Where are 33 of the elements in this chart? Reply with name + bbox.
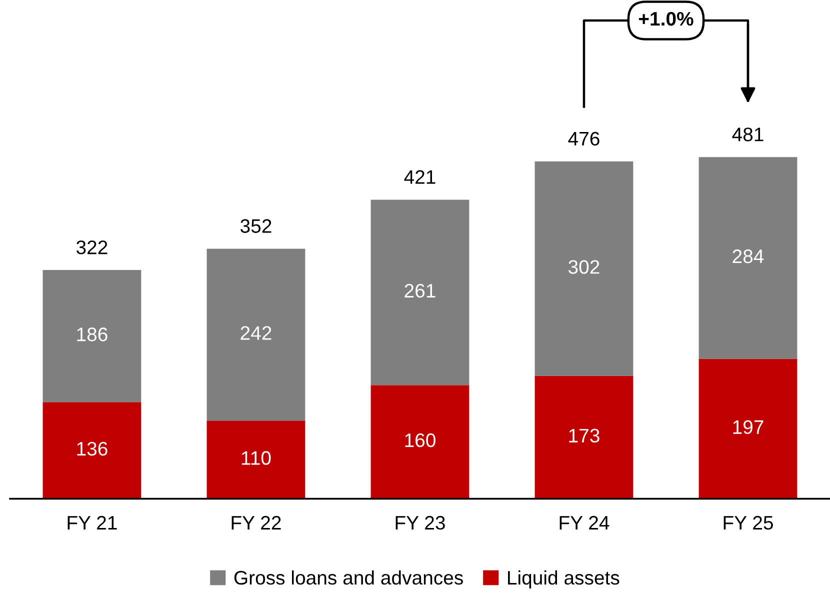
legend-label: Liquid assets <box>508 570 620 588</box>
bar <box>42 402 142 499</box>
x-tick-label: FY 21 <box>68 516 117 530</box>
total-label: 476 <box>568 132 600 146</box>
bar <box>42 270 142 402</box>
data-label: 160 <box>405 433 436 448</box>
data-label: 136 <box>77 442 108 456</box>
data-label: 110 <box>242 451 271 465</box>
data-label: 173 <box>569 428 600 443</box>
text: +1.0% <box>638 12 694 26</box>
data-label: 302 <box>568 260 600 274</box>
bar <box>370 200 470 386</box>
x-tick-label: FY 23 <box>396 516 445 530</box>
bar <box>370 385 470 499</box>
data-label: 197 <box>733 420 764 434</box>
bar <box>698 157 798 359</box>
x-tick-label: FY 22 <box>232 516 281 530</box>
total-label: 481 <box>732 128 764 142</box>
bar <box>534 376 634 499</box>
data-label: 284 <box>732 249 764 264</box>
bar <box>698 358 798 499</box>
data-label: 261 <box>404 284 436 298</box>
bar <box>206 420 306 499</box>
data-label: 186 <box>77 328 108 342</box>
legend-label: Gross loans and advances <box>234 570 463 585</box>
x-tick-label: FY 25 <box>724 516 773 530</box>
x-tick-label: FY 24 <box>560 516 610 530</box>
total-label: 421 <box>404 170 436 184</box>
data-label: 242 <box>240 326 272 340</box>
bar <box>206 248 306 421</box>
bar <box>534 161 634 376</box>
total-label: 352 <box>240 219 272 233</box>
total-label: 322 <box>76 240 108 254</box>
